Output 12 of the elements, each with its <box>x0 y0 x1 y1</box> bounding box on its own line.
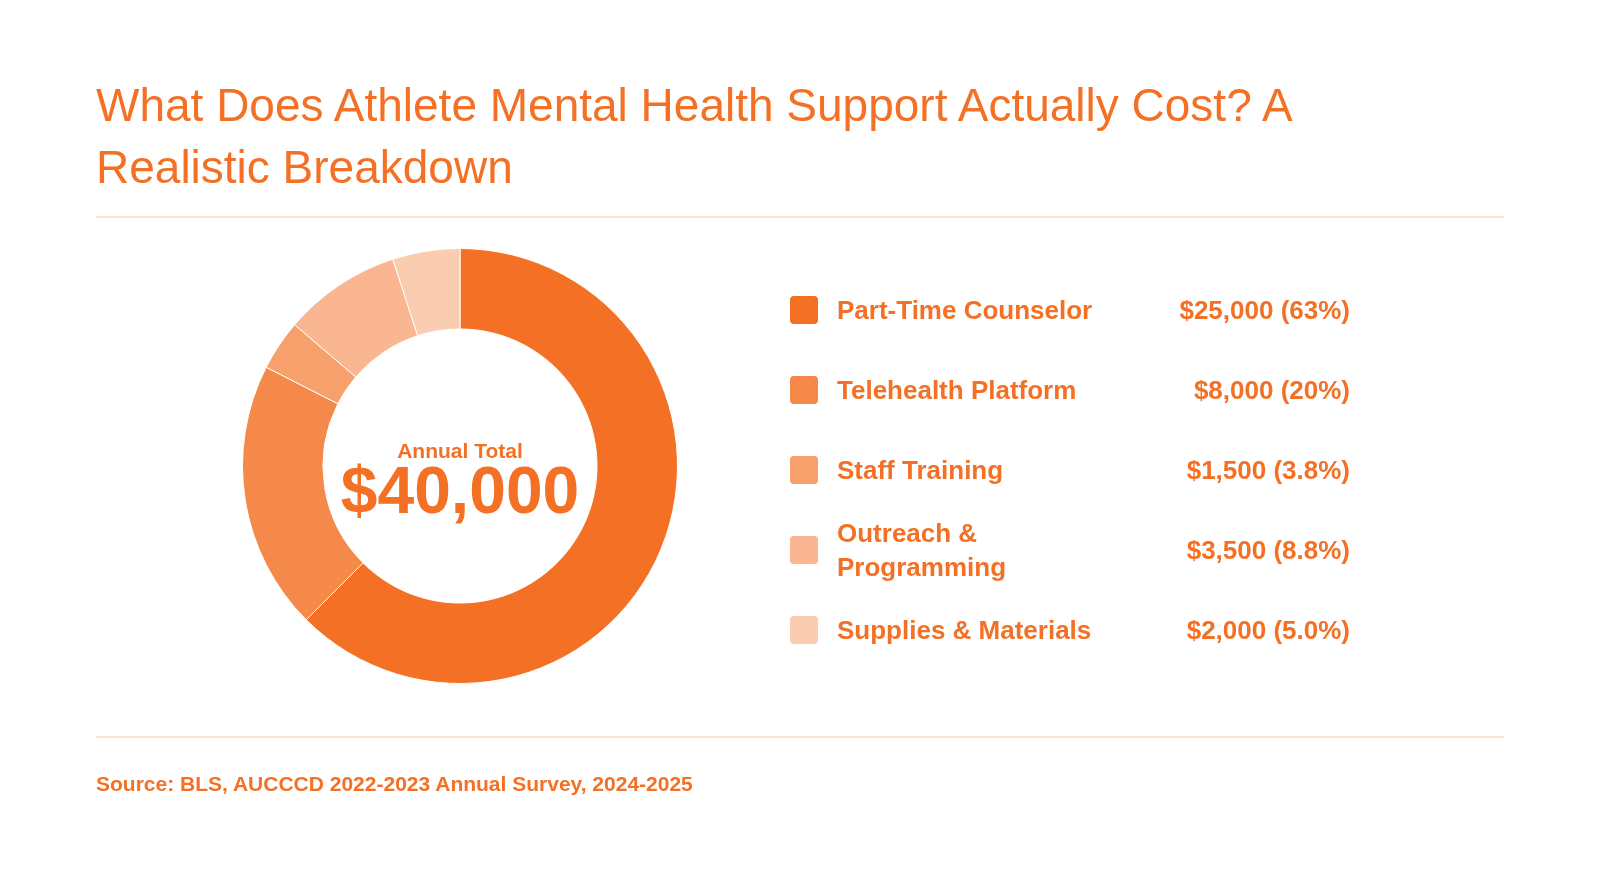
legend-label: Staff Training <box>837 454 1005 487</box>
data-label: $1,500 (3.8%) <box>1186 454 1350 487</box>
chart-title: What Does Athlete Mental Health Support Actually Cost? A Realistic Breakdown <box>96 78 1292 195</box>
legend-label: Part-Time Counselor <box>837 294 1094 327</box>
data-label: $25,000 (63%) <box>1179 294 1350 327</box>
legend-label: Outreach & Programming <box>837 517 1008 584</box>
legend-label: Supplies & Materials <box>837 614 1093 647</box>
data-label: $8,000 (20%) <box>1193 374 1350 407</box>
data-label: $3,500 (8.8%) <box>1186 534 1350 567</box>
data-label: $2,000 (5.0%) <box>1186 614 1350 647</box>
legend-label: Telehealth Platform <box>837 374 1078 407</box>
source-note: Source: BLS, AUCCCD 2022-2023 Annual Survey, 2024-2025 <box>96 772 693 796</box>
